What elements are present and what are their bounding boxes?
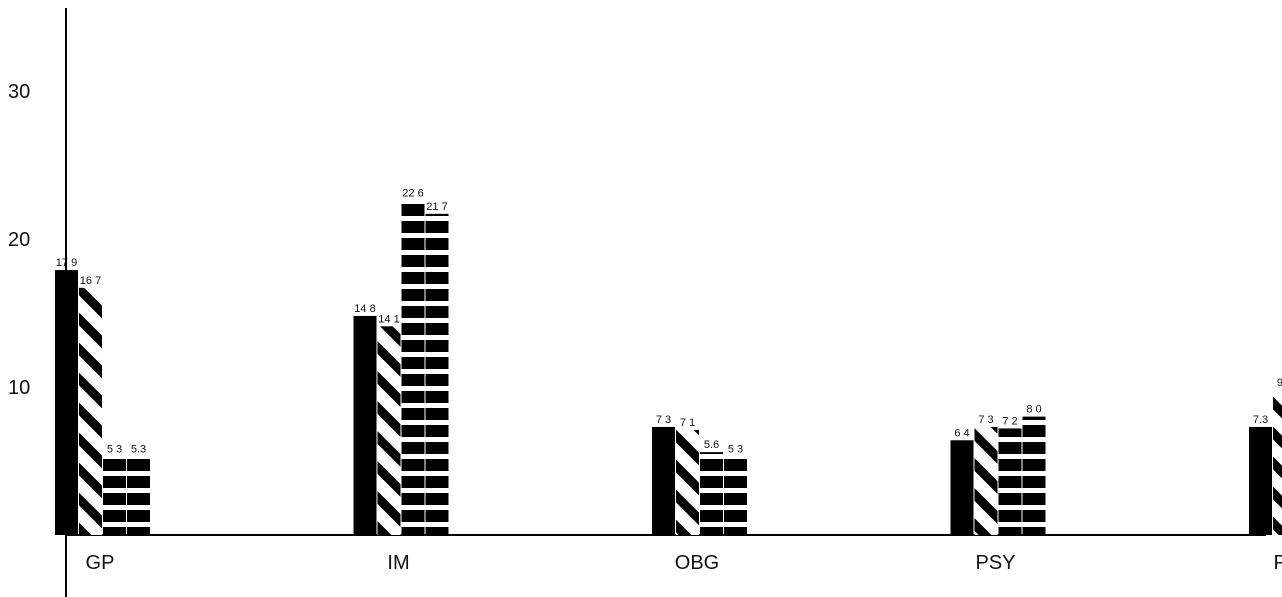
bar-im-s2 — [377, 326, 401, 535]
bar-psy-s3 — [998, 428, 1022, 535]
data-label: 7 1 — [680, 417, 695, 429]
bar-obg-s3 — [700, 452, 723, 535]
bar-psy-s1 — [950, 440, 974, 535]
data-label: 7 2 — [1002, 415, 1017, 427]
data-label: 7.3 — [1253, 414, 1268, 426]
chart-axes: 10 20 30 — [8, 8, 1266, 597]
bar-psy-s4 — [1022, 416, 1046, 535]
data-label: 7 3 — [656, 414, 671, 426]
bar-group — [55, 200, 1282, 535]
label-group: 17 916 7 5 3 5.3 GP 14 814 1 22 621 7 IM 7 3 7 1… — [56, 188, 1282, 574]
data-label: 14 1 — [378, 313, 399, 325]
bar-obg-s1 — [652, 426, 675, 535]
bar-gp-s4 — [127, 456, 150, 535]
data-label: 14 8 — [354, 303, 375, 315]
bar-im-s3 — [401, 200, 425, 535]
bar-im-s4 — [425, 213, 449, 535]
category-label: GP — [86, 552, 115, 574]
category-label: IM — [387, 552, 409, 574]
data-label: 21 7 — [426, 201, 447, 213]
bar-gp-s1 — [55, 270, 78, 535]
y-tick-label: 20 — [8, 229, 30, 251]
data-label: 9 8 — [1277, 377, 1282, 389]
bar-obg-s4 — [724, 456, 747, 535]
category-label: OBG — [675, 552, 719, 574]
data-label: 8 0 — [1026, 404, 1041, 416]
bar-ped-s1 — [1249, 426, 1272, 535]
data-label: 5 3 — [728, 444, 743, 456]
data-label: 16 7 — [80, 275, 101, 287]
bar-ped-s2 — [1273, 389, 1282, 535]
bar-gp-s2 — [79, 287, 102, 535]
y-tick-label: 30 — [8, 81, 30, 103]
category-label: PED — [1273, 552, 1282, 574]
y-tick-label: 10 — [8, 377, 30, 399]
bar-obg-s2 — [676, 429, 699, 535]
data-label: 5.6 — [704, 439, 719, 451]
data-label: 22 6 — [402, 188, 423, 200]
data-label: 7 3 — [978, 414, 993, 426]
category-label: PSY — [975, 552, 1015, 574]
data-label: 5 3 — [107, 444, 122, 456]
bar-gp-s3 — [103, 456, 126, 535]
bar-psy-s2 — [974, 426, 998, 535]
bar-im-s1 — [353, 315, 377, 535]
data-label: 5.3 — [131, 444, 146, 456]
data-label: 17 9 — [56, 257, 77, 269]
data-label: 6 4 — [954, 427, 969, 439]
